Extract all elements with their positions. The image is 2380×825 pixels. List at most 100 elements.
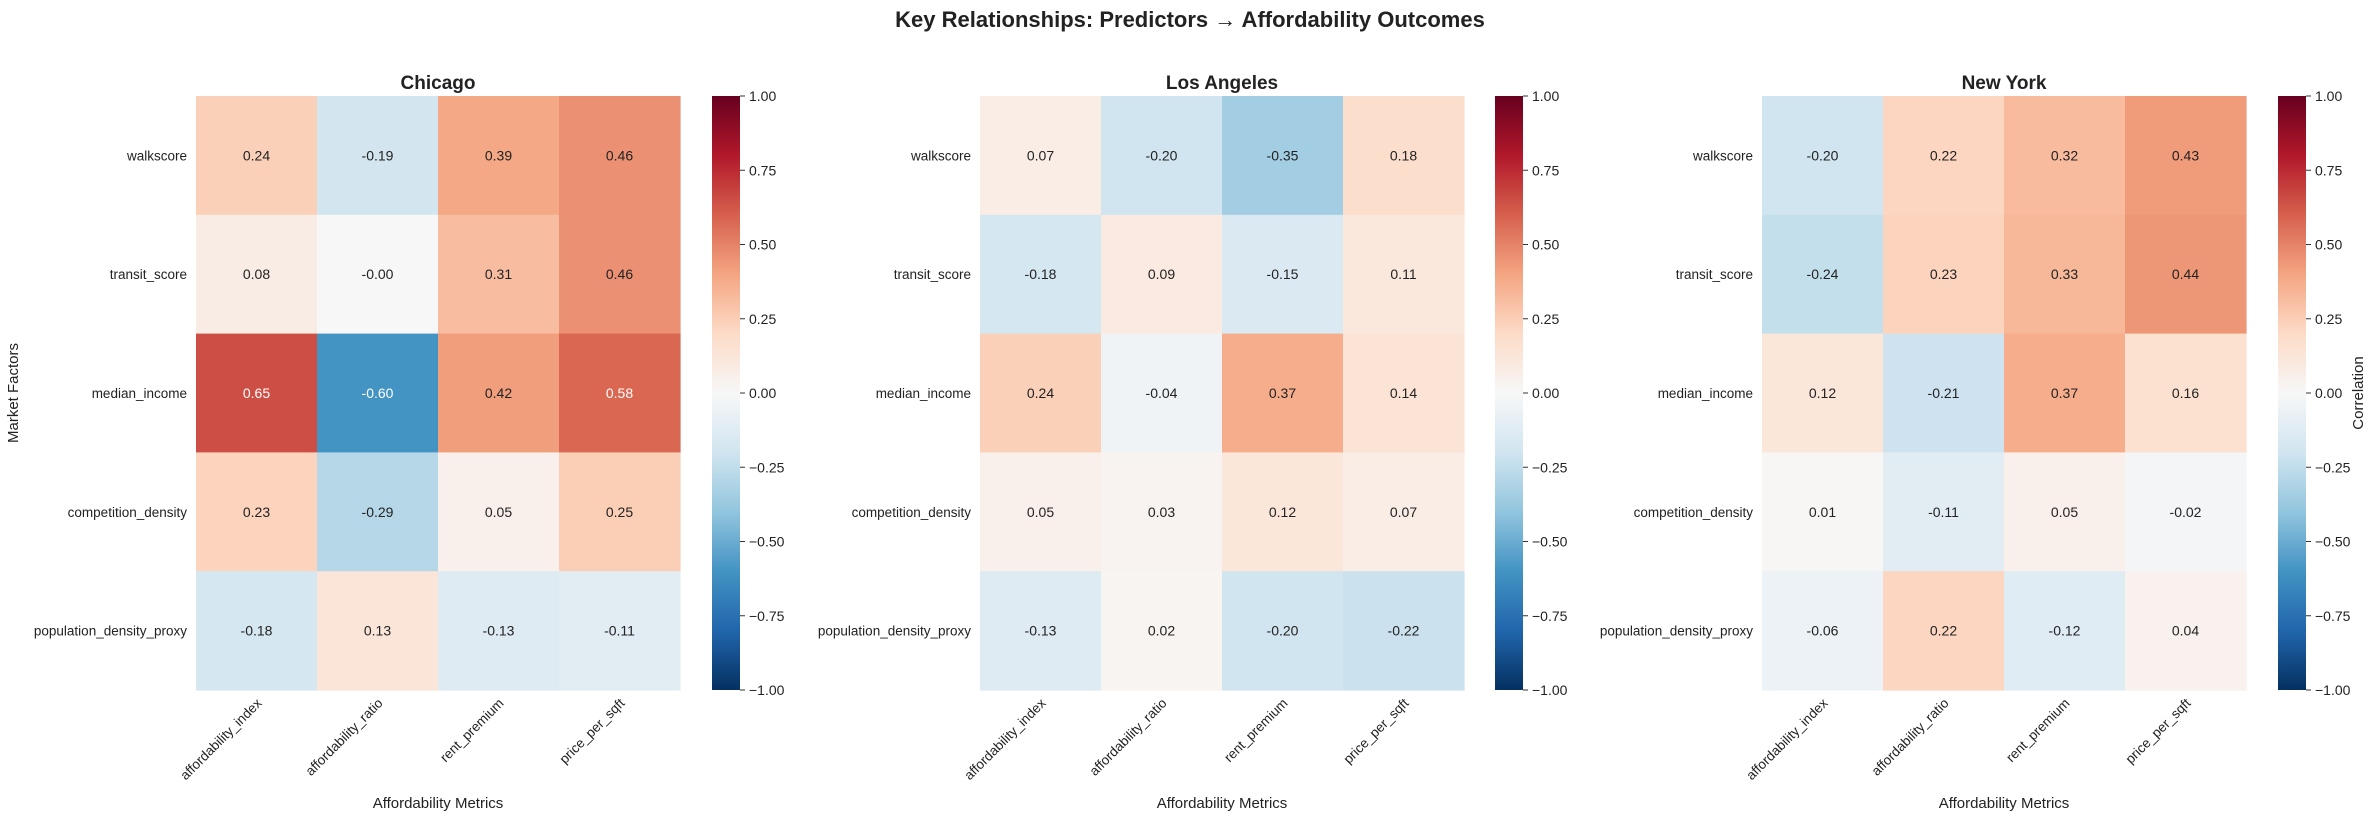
x-tick-label: affordability_ratio: [302, 696, 385, 779]
y-tick-label: transit_score: [1676, 267, 1753, 282]
cell-value-label: -0.18: [1025, 266, 1057, 282]
heatmap-cell: [317, 96, 439, 216]
cell-value-label: -0.00: [362, 266, 394, 282]
heatmap-cell: [1883, 96, 2005, 216]
colorbar-tick-label: 1.00: [749, 88, 776, 104]
cell-value-label: -0.20: [1807, 147, 1839, 163]
cell-value-label: 0.05: [2051, 504, 2078, 520]
y-tick-label: median_income: [1658, 386, 1753, 401]
heatmap-cell: [317, 333, 439, 453]
cell-value-label: 0.37: [2051, 385, 2078, 401]
y-tick-label: population_density_proxy: [1600, 624, 1753, 639]
heatmap-cell: [1101, 452, 1223, 572]
panel-title: Los Angeles: [1166, 73, 1278, 94]
y-tick-label: transit_score: [110, 267, 187, 282]
heatmap-cell: [438, 333, 560, 453]
y-tick-label: walkscore: [126, 148, 187, 163]
cell-value-label: 0.25: [606, 504, 633, 520]
heatmap-cell: [438, 452, 560, 572]
heatmap-cell: [1101, 571, 1223, 691]
heatmap-cell: [2125, 571, 2247, 691]
cell-value-label: 0.18: [1390, 147, 1417, 163]
heatmap-cell: [1222, 96, 1344, 216]
colorbar-tick-label: −1.00: [1532, 682, 1568, 698]
cell-value-label: 0.16: [2172, 385, 2199, 401]
x-tick-label: affordability_ratio: [1086, 696, 1169, 779]
cell-value-label: 0.05: [1027, 504, 1054, 520]
y-tick-label: median_income: [92, 386, 187, 401]
x-tick-label: affordability_index: [177, 695, 265, 783]
x-tick-label: affordability_index: [961, 695, 1049, 783]
cell-value-label: 0.39: [485, 147, 512, 163]
heatmap-cell: [317, 214, 439, 335]
cell-value-label: 0.65: [243, 385, 270, 401]
cell-value-label: 0.46: [606, 147, 633, 163]
heatmap-cell: [1101, 96, 1223, 216]
heatmap-cell: [1222, 571, 1344, 691]
heatmap-cell: [1883, 333, 2005, 453]
heatmap-cell: [559, 214, 681, 335]
cell-value-label: -0.13: [483, 623, 515, 639]
heatmap-cell: [559, 333, 681, 453]
cell-value-label: -0.12: [2049, 623, 2081, 639]
cell-value-label: 0.32: [2051, 147, 2078, 163]
cell-value-label: 0.22: [1930, 623, 1957, 639]
heatmap-cell: [1343, 333, 1465, 453]
x-tick-label: affordability_ratio: [1868, 696, 1951, 779]
cell-value-label: -0.13: [1025, 623, 1057, 639]
heatmap-cell: [2004, 214, 2126, 335]
y-tick-label: competition_density: [1634, 505, 1754, 520]
heatmap-cell: [2125, 452, 2247, 572]
x-axis-label: Affordability Metrics: [373, 795, 504, 812]
x-tick-label: affordability_index: [1743, 695, 1831, 783]
heatmap-cell: [980, 96, 1102, 216]
x-tick-label: rent_premium: [2003, 696, 2072, 765]
colorbar-tick-label: 0.25: [1532, 311, 1559, 327]
heatmap-cell: [2004, 452, 2126, 572]
heatmap-cell: [559, 96, 681, 216]
heatmap-cell: [196, 214, 318, 335]
heatmap-cell: [1762, 214, 1884, 335]
cell-value-label: -0.21: [1928, 385, 1960, 401]
colorbar: [712, 96, 740, 690]
heatmap-cell: [1101, 333, 1223, 453]
colorbar-tick-label: −1.00: [749, 682, 785, 698]
cell-value-label: 0.09: [1148, 266, 1175, 282]
cell-value-label: 0.37: [1269, 385, 1296, 401]
colorbar-tick-label: 0.25: [749, 311, 776, 327]
cell-value-label: -0.06: [1807, 623, 1839, 639]
cell-value-label: 0.24: [1027, 385, 1054, 401]
panel-title: Chicago: [401, 73, 476, 94]
colorbar-tick-label: 1.00: [2315, 88, 2342, 104]
colorbar-tick-label: −1.00: [2315, 682, 2351, 698]
heatmap-cell: [1343, 214, 1465, 335]
colorbar-tick-label: −0.50: [749, 534, 785, 550]
heatmap-panel: Chicago 0.24 -0.19 0.39 0.46 0.08 -0.00 0.31 0.4…: [5, 73, 785, 812]
heatmap-cell: [1343, 452, 1465, 572]
cell-value-label: -0.18: [241, 623, 273, 639]
y-tick-label: population_density_proxy: [818, 624, 971, 639]
colorbar-tick-label: 0.75: [749, 162, 776, 178]
cell-value-label: 0.43: [2172, 147, 2199, 163]
heatmap-cell: [438, 96, 560, 216]
colorbar-tick-label: 0.00: [1532, 385, 1559, 401]
heatmap-cell: [196, 571, 318, 691]
cell-value-label: 0.01: [1809, 504, 1836, 520]
heatmap-cell: [1762, 571, 1884, 691]
cell-value-label: -0.35: [1267, 147, 1299, 163]
cell-value-label: 0.05: [485, 504, 512, 520]
heatmap-cell: [196, 452, 318, 572]
colorbar-tick-label: 0.50: [1532, 237, 1559, 253]
y-tick-label: walkscore: [910, 148, 971, 163]
colorbar-tick-label: −0.50: [2315, 534, 2351, 550]
heatmap-cell: [1762, 333, 1884, 453]
cell-value-label: -0.04: [1146, 385, 1178, 401]
cell-value-label: 0.58: [606, 385, 633, 401]
cell-value-label: -0.60: [362, 385, 394, 401]
heatmap-cell: [980, 452, 1102, 572]
heatmap-cell: [2004, 96, 2126, 216]
heatmap-cell: [438, 571, 560, 691]
cell-value-label: -0.11: [604, 623, 635, 639]
heatmap-cell: [980, 333, 1102, 453]
